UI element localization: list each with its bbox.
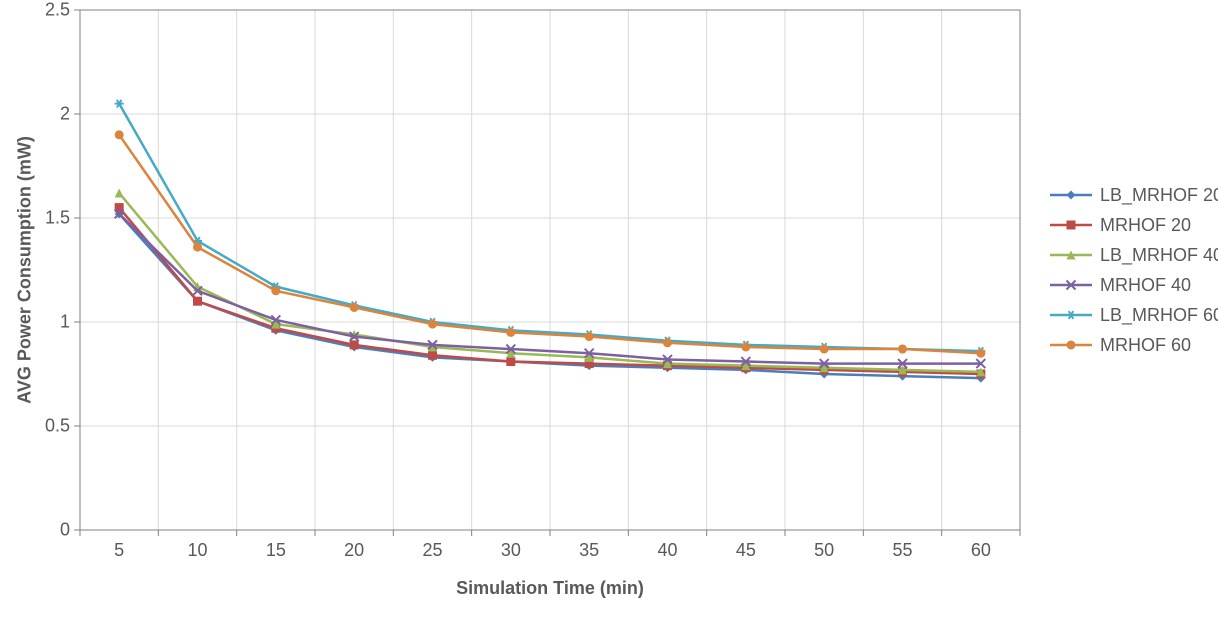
x-tick-label: 45 (736, 530, 756, 561)
x-tick-label: 25 (422, 530, 442, 561)
legend-item: MRHOF 20 (1050, 210, 1218, 240)
legend-swatch (1050, 305, 1092, 325)
x-axis-title: Simulation Time (min) (456, 578, 644, 599)
x-tick-label: 40 (657, 530, 677, 561)
x-tick-label: 20 (344, 530, 364, 561)
x-tick-label: 60 (971, 530, 991, 561)
y-tick-label: 0.5 (45, 416, 80, 437)
legend-item: MRHOF 60 (1050, 330, 1218, 360)
y-axis-title: AVG Power Consumption (mW) (15, 136, 36, 404)
legend: LB_MRHOF 20 MRHOF 20 LB_MRHOF 40 MRHOF 40 LB… (1050, 180, 1218, 360)
legend-label: MRHOF 60 (1100, 335, 1191, 356)
y-tick-label: 1 (60, 312, 80, 333)
power-consumption-chart: 00.511.522.551015202530354045505560 AVG … (0, 0, 1218, 632)
plot-area: 00.511.522.551015202530354045505560 (80, 10, 1020, 530)
x-tick-label: 15 (266, 530, 286, 561)
legend-label: MRHOF 20 (1100, 215, 1191, 236)
y-tick-label: 2 (60, 104, 80, 125)
legend-label: MRHOF 40 (1100, 275, 1191, 296)
x-tick-label: 55 (892, 530, 912, 561)
legend-swatch (1050, 335, 1092, 355)
plot-svg (80, 10, 1020, 530)
legend-label: LB_MRHOF 40 (1100, 245, 1218, 266)
legend-label: LB_MRHOF 20 (1100, 185, 1218, 206)
y-tick-label: 2.5 (45, 0, 80, 21)
legend-swatch (1050, 245, 1092, 265)
legend-item: LB_MRHOF 20 (1050, 180, 1218, 210)
legend-swatch (1050, 275, 1092, 295)
x-tick-label: 30 (501, 530, 521, 561)
legend-item: LB_MRHOF 60 (1050, 300, 1218, 330)
legend-label: LB_MRHOF 60 (1100, 305, 1218, 326)
x-tick-label: 50 (814, 530, 834, 561)
legend-item: LB_MRHOF 40 (1050, 240, 1218, 270)
y-tick-label: 0 (60, 520, 80, 541)
x-tick-label: 35 (579, 530, 599, 561)
x-tick-label: 10 (187, 530, 207, 561)
legend-swatch (1050, 215, 1092, 235)
legend-item: MRHOF 40 (1050, 270, 1218, 300)
x-tick-label: 5 (114, 530, 124, 561)
legend-swatch (1050, 185, 1092, 205)
y-tick-label: 1.5 (45, 208, 80, 229)
